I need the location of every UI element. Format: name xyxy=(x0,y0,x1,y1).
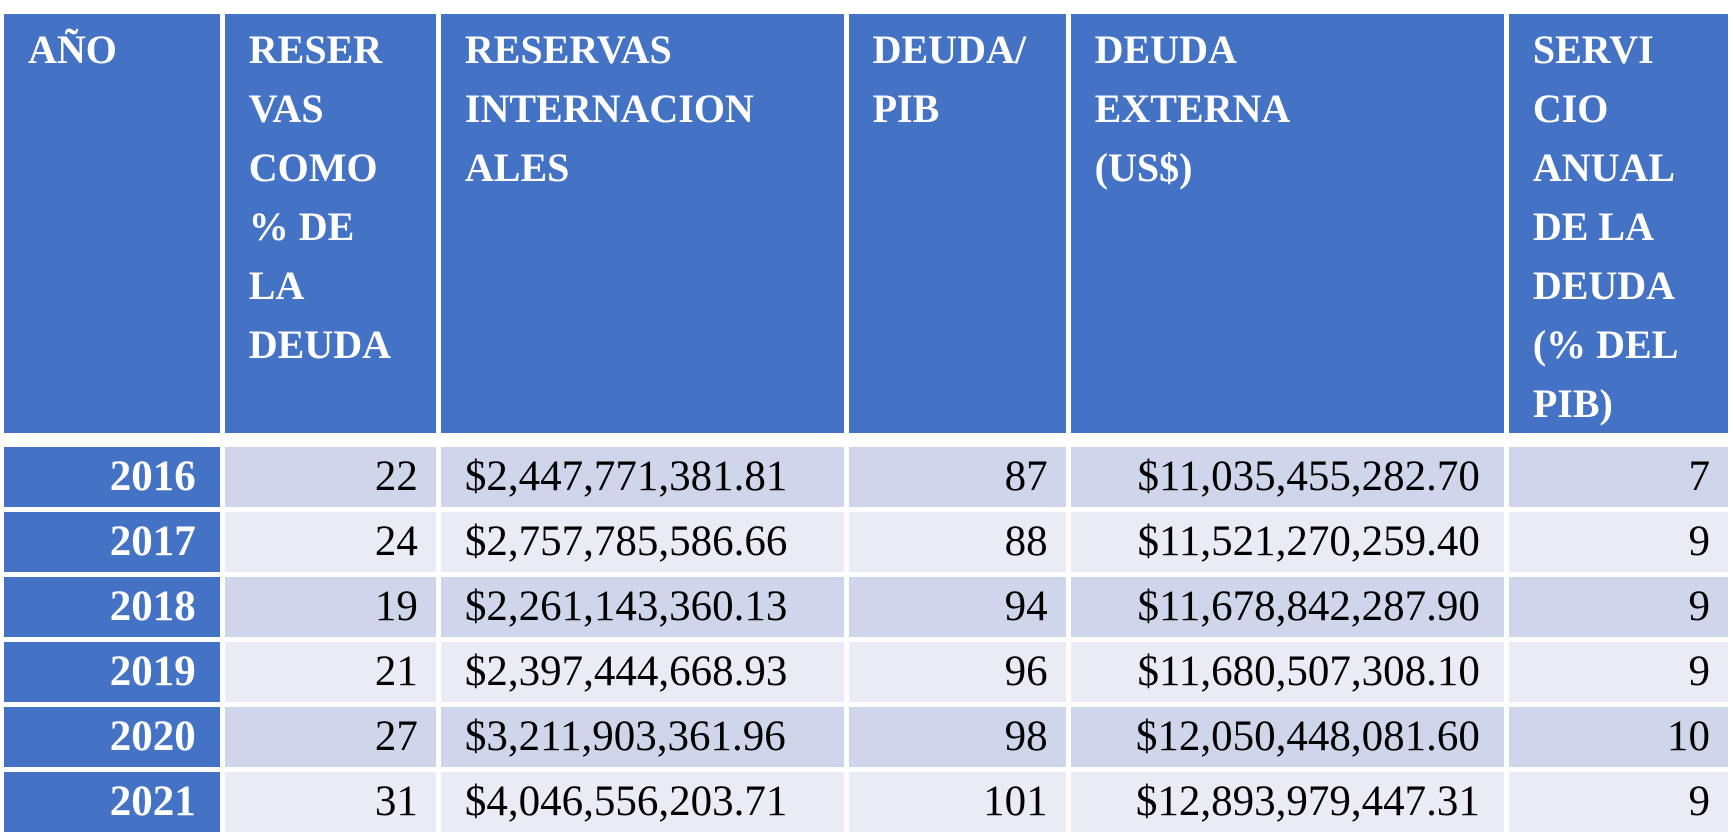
table-row: 2019 21 $2,397,444,668.93 96 $11,680,507… xyxy=(4,637,1728,702)
cell-reservas-pct: 21 xyxy=(224,637,436,702)
cell-deuda-externa: $11,521,270,259.40 xyxy=(1070,507,1504,572)
cell-year: 2019 xyxy=(4,637,220,702)
header-deuda-pib: DEUDA/ PIB xyxy=(848,14,1066,433)
cell-reservas-pct: 27 xyxy=(224,702,436,767)
header-ano-line: AÑO xyxy=(28,27,117,72)
cell-year: 2020 xyxy=(4,702,220,767)
cell-deuda-pib: 96 xyxy=(848,637,1066,702)
cell-deuda-pib: 98 xyxy=(848,702,1066,767)
header-line: PIB) xyxy=(1532,381,1613,426)
cell-year: 2017 xyxy=(4,507,220,572)
cell-reservas: $2,261,143,360.13 xyxy=(440,572,844,637)
header-row: AÑO RESER VAS COMO % DE LA DEUDA RESERVA… xyxy=(4,14,1728,433)
cell-deuda-externa: $12,893,979,447.31 xyxy=(1070,767,1504,832)
data-table: AÑO RESER VAS COMO % DE LA DEUDA RESERVA… xyxy=(0,14,1733,832)
table-row: 2016 22 $2,447,771,381.81 87 $11,035,455… xyxy=(4,433,1728,507)
table-row: 2017 24 $2,757,785,586.66 88 $11,521,270… xyxy=(4,507,1728,572)
header-line: DEUDA/ xyxy=(872,27,1026,72)
cell-year: 2016 xyxy=(4,433,220,507)
header-line: DE LA xyxy=(1532,204,1654,249)
header-line: RESER xyxy=(248,27,383,72)
cell-reservas: $2,397,444,668.93 xyxy=(440,637,844,702)
header-line: (US$) xyxy=(1094,145,1193,190)
header-line: DEUDA xyxy=(248,322,391,367)
cell-servicio: 9 xyxy=(1508,637,1728,702)
cell-reservas: $4,046,556,203.71 xyxy=(440,767,844,832)
cell-year: 2018 xyxy=(4,572,220,637)
cell-deuda-externa: $11,680,507,308.10 xyxy=(1070,637,1504,702)
header-line: DEUDA xyxy=(1094,27,1237,72)
cell-reservas: $2,757,785,586.66 xyxy=(440,507,844,572)
header-line: COMO xyxy=(248,145,378,190)
header-line: VAS xyxy=(248,86,324,131)
header-line: RESERVAS xyxy=(464,27,672,72)
header-line: PIB xyxy=(872,86,940,131)
header-line: INTERNACION xyxy=(464,86,754,131)
cell-reservas-pct: 22 xyxy=(224,433,436,507)
header-line: ANUAL xyxy=(1532,145,1676,190)
cell-deuda-pib: 88 xyxy=(848,507,1066,572)
header-line: CIO xyxy=(1532,86,1609,131)
cell-servicio: 9 xyxy=(1508,767,1728,832)
cell-deuda-pib: 101 xyxy=(848,767,1066,832)
header-ano: AÑO xyxy=(4,14,220,433)
header-line: LA xyxy=(248,263,305,308)
header-servicio-deuda: SERVI CIO ANUAL DE LA DEUDA (% DEL PIB) xyxy=(1508,14,1728,433)
cell-reservas-pct: 24 xyxy=(224,507,436,572)
cell-servicio: 9 xyxy=(1508,507,1728,572)
cell-deuda-pib: 94 xyxy=(848,572,1066,637)
cell-reservas: $2,447,771,381.81 xyxy=(440,433,844,507)
header-deuda-externa: DEUDA EXTERNA (US$) xyxy=(1070,14,1504,433)
header-line: DEUDA xyxy=(1532,263,1676,308)
header-reservas-internacionales: RESERVAS INTERNACION ALES xyxy=(440,14,844,433)
cell-servicio: 7 xyxy=(1508,433,1728,507)
cell-reservas-pct: 31 xyxy=(224,767,436,832)
header-reservas-pct: RESER VAS COMO % DE LA DEUDA xyxy=(224,14,436,433)
cell-year: 2021 xyxy=(4,767,220,832)
cell-servicio: 9 xyxy=(1508,572,1728,637)
cell-deuda-externa: $12,050,448,081.60 xyxy=(1070,702,1504,767)
table-row: 2020 27 $3,211,903,361.96 98 $12,050,448… xyxy=(4,702,1728,767)
cell-deuda-externa: $11,035,455,282.70 xyxy=(1070,433,1504,507)
cell-servicio: 10 xyxy=(1508,702,1728,767)
header-line: SERVI xyxy=(1532,27,1654,72)
cell-deuda-pib: 87 xyxy=(848,433,1066,507)
table-row: 2021 31 $4,046,556,203.71 101 $12,893,97… xyxy=(4,767,1728,832)
header-line: % DE xyxy=(248,204,355,249)
header-line: (% DEL xyxy=(1532,322,1679,367)
cell-deuda-externa: $11,678,842,287.90 xyxy=(1070,572,1504,637)
table-row: 2018 19 $2,261,143,360.13 94 $11,678,842… xyxy=(4,572,1728,637)
cell-reservas-pct: 19 xyxy=(224,572,436,637)
header-line: EXTERNA xyxy=(1094,86,1291,131)
header-line: ALES xyxy=(464,145,570,190)
cell-reservas: $3,211,903,361.96 xyxy=(440,702,844,767)
